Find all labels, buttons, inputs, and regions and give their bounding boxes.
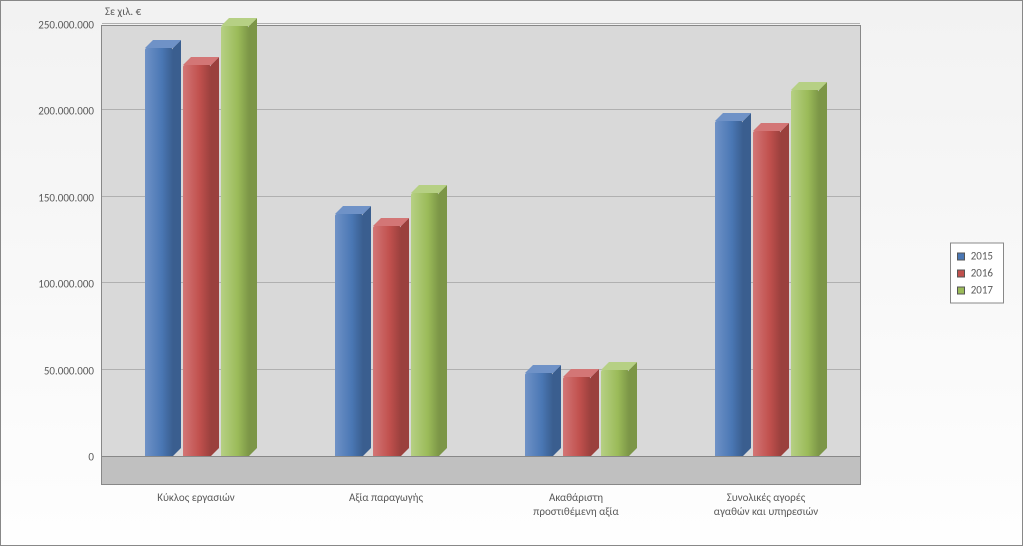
bar-side — [591, 369, 599, 456]
x-tick-label: Ακαθάριστηπροστιθέμενη αξία — [481, 491, 671, 520]
bar-front — [753, 131, 781, 456]
bar — [221, 26, 249, 456]
y-tick-label: 50.000.000 — [4, 364, 94, 377]
y-tick-label: 150.000.000 — [4, 191, 94, 204]
bar-front — [221, 26, 249, 456]
bar-side — [781, 123, 789, 456]
legend-swatch — [957, 269, 965, 277]
bar-front — [715, 121, 743, 456]
bar-front — [183, 65, 211, 456]
bar-side — [743, 113, 751, 456]
y-tick-label: 100.000.000 — [4, 278, 94, 291]
bar — [791, 90, 819, 456]
x-tick-label: Συνολικές αγορέςαγαθών και υπηρεσιών — [671, 491, 861, 520]
y-tick-label: 200.000.000 — [4, 105, 94, 118]
bar-front — [525, 373, 553, 456]
bar — [715, 121, 743, 456]
bar-side — [401, 218, 409, 456]
y-axis-title: Σε χιλ. € — [105, 5, 141, 18]
legend-label: 2016 — [971, 267, 993, 280]
bar-side — [211, 57, 219, 456]
legend-label: 2015 — [971, 250, 993, 263]
bar-side — [439, 185, 447, 456]
bar — [373, 226, 401, 456]
bar — [753, 131, 781, 456]
bar — [145, 48, 173, 456]
legend-item: 2017 — [957, 282, 993, 299]
bar — [411, 193, 439, 456]
bar — [335, 214, 363, 456]
bar-front — [601, 370, 629, 456]
legend-swatch — [957, 286, 965, 294]
bar-front — [335, 214, 363, 456]
bar-front — [411, 193, 439, 456]
gridline — [102, 23, 860, 24]
chart-container: Σε χιλ. € 2015 2016 2017 0 50.000.000 100.… — [0, 0, 1023, 546]
legend-swatch — [957, 252, 965, 260]
y-tick-label: 0 — [4, 451, 94, 464]
bar-side — [629, 362, 637, 456]
legend-item: 2016 — [957, 265, 993, 282]
bar — [563, 377, 591, 456]
legend-label: 2017 — [971, 284, 993, 297]
bar — [525, 373, 553, 456]
bar-front — [373, 226, 401, 456]
legend: 2015 2016 2017 — [950, 243, 1004, 304]
x-tick-label: Αξία παραγωγής — [291, 491, 481, 505]
bar-side — [363, 206, 371, 456]
x-tick-label: Κύκλος εργασιών — [101, 491, 291, 505]
plot-area — [101, 25, 861, 485]
bar — [601, 370, 629, 456]
bar-front — [145, 48, 173, 456]
plot-floor — [102, 456, 860, 484]
bar-side — [819, 82, 827, 456]
y-tick-label: 250.000.000 — [4, 19, 94, 32]
bar — [183, 65, 211, 456]
bar-side — [553, 365, 561, 456]
bar-front — [563, 377, 591, 456]
legend-item: 2015 — [957, 248, 993, 265]
bar-side — [249, 18, 257, 456]
bar-front — [791, 90, 819, 456]
bar-side — [173, 40, 181, 456]
